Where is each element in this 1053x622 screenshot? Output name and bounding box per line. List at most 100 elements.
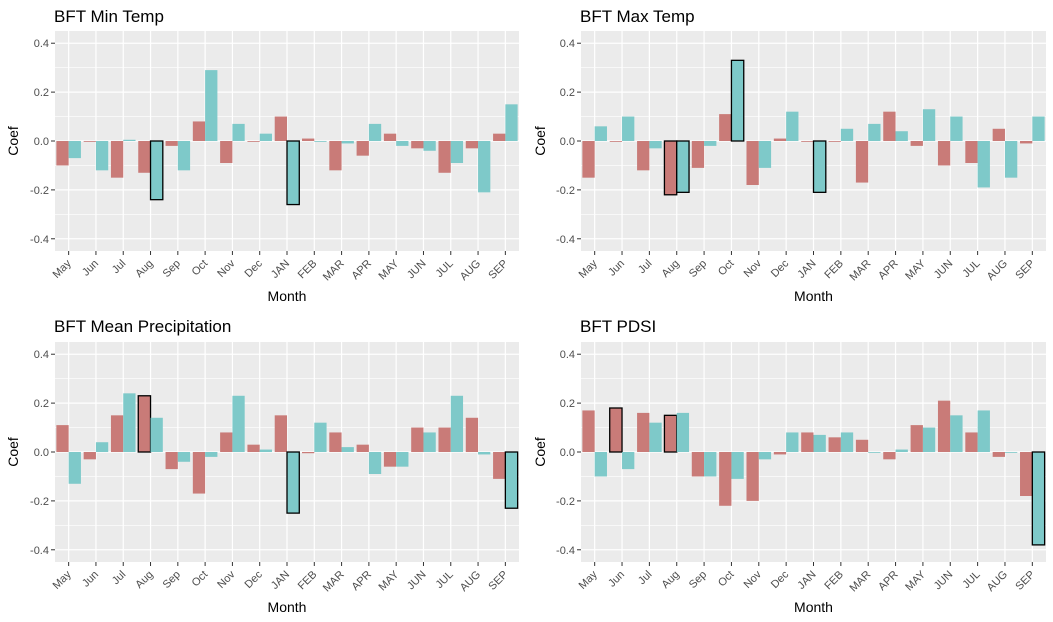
bar	[814, 435, 826, 452]
bar	[232, 124, 244, 141]
bar	[220, 432, 232, 452]
bar	[193, 452, 205, 494]
bar	[582, 410, 594, 452]
bar	[369, 452, 381, 474]
bar	[950, 415, 962, 452]
x-tick-label: Sep	[161, 569, 183, 591]
bar	[56, 141, 68, 165]
x-axis-label: Month	[794, 599, 833, 615]
x-tick-label: Aug	[660, 569, 682, 591]
bar	[369, 124, 381, 141]
bar	[965, 432, 977, 452]
y-tick-label: 0.0	[34, 136, 49, 148]
y-axis-label: Coef	[5, 126, 21, 156]
x-tick-label: Sep	[161, 258, 183, 280]
bar	[746, 141, 758, 185]
bar	[342, 141, 354, 143]
bar-highlighted	[505, 452, 517, 508]
y-tick-label: -0.4	[556, 545, 575, 557]
bar	[302, 452, 314, 453]
bar	[423, 432, 435, 452]
x-tick-label: Jul	[636, 258, 654, 276]
y-tick-label: 0.0	[560, 136, 575, 148]
bar	[911, 141, 923, 146]
bar	[692, 141, 704, 168]
chart-panel-pdsi: -0.4 -0.2 0.0 0.2 0.4 May Jun Jul Aug Sep Oct Nov De…	[527, 311, 1053, 622]
bar	[96, 141, 108, 170]
y-tick-label: 0.2	[34, 398, 49, 410]
bar	[96, 442, 108, 452]
x-tick-label: JUN	[405, 569, 429, 593]
x-tick-label: Oct	[190, 569, 211, 590]
chart-title: BFT Mean Precipitation	[54, 317, 231, 336]
bar	[1020, 141, 1032, 143]
x-tick-label: JAN	[795, 258, 818, 281]
chart-title: BFT Min Temp	[54, 7, 164, 26]
bar-highlighted	[287, 141, 299, 205]
y-tick-label: -0.2	[30, 185, 49, 197]
bar	[911, 425, 923, 452]
x-tick-label: JUL	[434, 258, 456, 280]
x-tick-label: Dec	[769, 257, 792, 280]
bar	[493, 134, 505, 141]
bar	[123, 393, 135, 452]
bar	[622, 117, 634, 141]
bar	[856, 440, 868, 452]
bar	[649, 141, 661, 148]
x-tick-label: FEB	[296, 569, 320, 593]
y-tick-label: -0.4	[556, 234, 575, 246]
chart-title: BFT PDSI	[580, 317, 656, 336]
bar	[505, 104, 517, 141]
bar-highlighted	[610, 408, 622, 452]
chart-title: BFT Max Temp	[580, 7, 695, 26]
bar	[896, 450, 908, 452]
bar	[111, 141, 123, 178]
bar	[260, 450, 272, 452]
bar	[342, 447, 354, 452]
bar	[677, 413, 689, 452]
bar	[595, 126, 607, 141]
x-tick-label: Oct	[190, 258, 211, 279]
y-tick-label: 0.0	[560, 447, 575, 459]
x-tick-label: AUG	[458, 569, 483, 594]
x-tick-label: Aug	[660, 258, 682, 280]
bar	[841, 432, 853, 452]
bar	[622, 452, 634, 469]
x-tick-label: May	[51, 568, 75, 592]
plot-area: -0.4 -0.2 0.0 0.2 0.4 May Jun Jul Aug Sep Oct Nov De…	[5, 31, 519, 304]
x-tick-label: Jul	[110, 258, 128, 276]
x-tick-label: JUN	[932, 569, 956, 593]
bar	[56, 425, 68, 452]
bar	[111, 415, 123, 452]
bar	[923, 109, 935, 141]
x-tick-label: Nov	[742, 568, 765, 591]
bar	[829, 141, 841, 142]
bar	[193, 121, 205, 141]
x-tick-label: May	[577, 568, 601, 592]
bar	[993, 452, 1005, 457]
x-tick-label: MAR	[321, 569, 347, 595]
x-tick-label: APR	[350, 569, 375, 594]
x-tick-label: Jun	[606, 569, 627, 590]
x-tick-label: JUL	[960, 258, 982, 280]
chart-panel-mean-precipitation: -0.4 -0.2 0.0 0.2 0.4 May Jun Jul Aug Sep Oct Nov De…	[0, 311, 526, 622]
x-tick-label: Nov	[215, 568, 238, 591]
bar	[610, 141, 622, 142]
bar	[314, 141, 326, 142]
bar	[746, 452, 758, 501]
bar	[719, 452, 731, 506]
bar	[466, 418, 478, 452]
bar	[466, 141, 478, 148]
bar	[801, 141, 813, 142]
x-tick-label: AUG	[985, 258, 1010, 283]
x-tick-label: APR	[876, 569, 901, 594]
bar	[329, 432, 341, 452]
y-tick-label: -0.4	[30, 234, 49, 246]
bar-highlighted	[287, 452, 299, 513]
bar	[938, 141, 950, 165]
x-tick-label: JUN	[932, 258, 956, 282]
bar	[883, 112, 895, 141]
bar	[1032, 117, 1044, 141]
bar-highlighted	[731, 60, 743, 141]
chart-panel-min-temp: -0.4 -0.2 0.0 0.2 0.4 May Jun Jul Aug Sep Oct Nov De…	[0, 0, 526, 311]
